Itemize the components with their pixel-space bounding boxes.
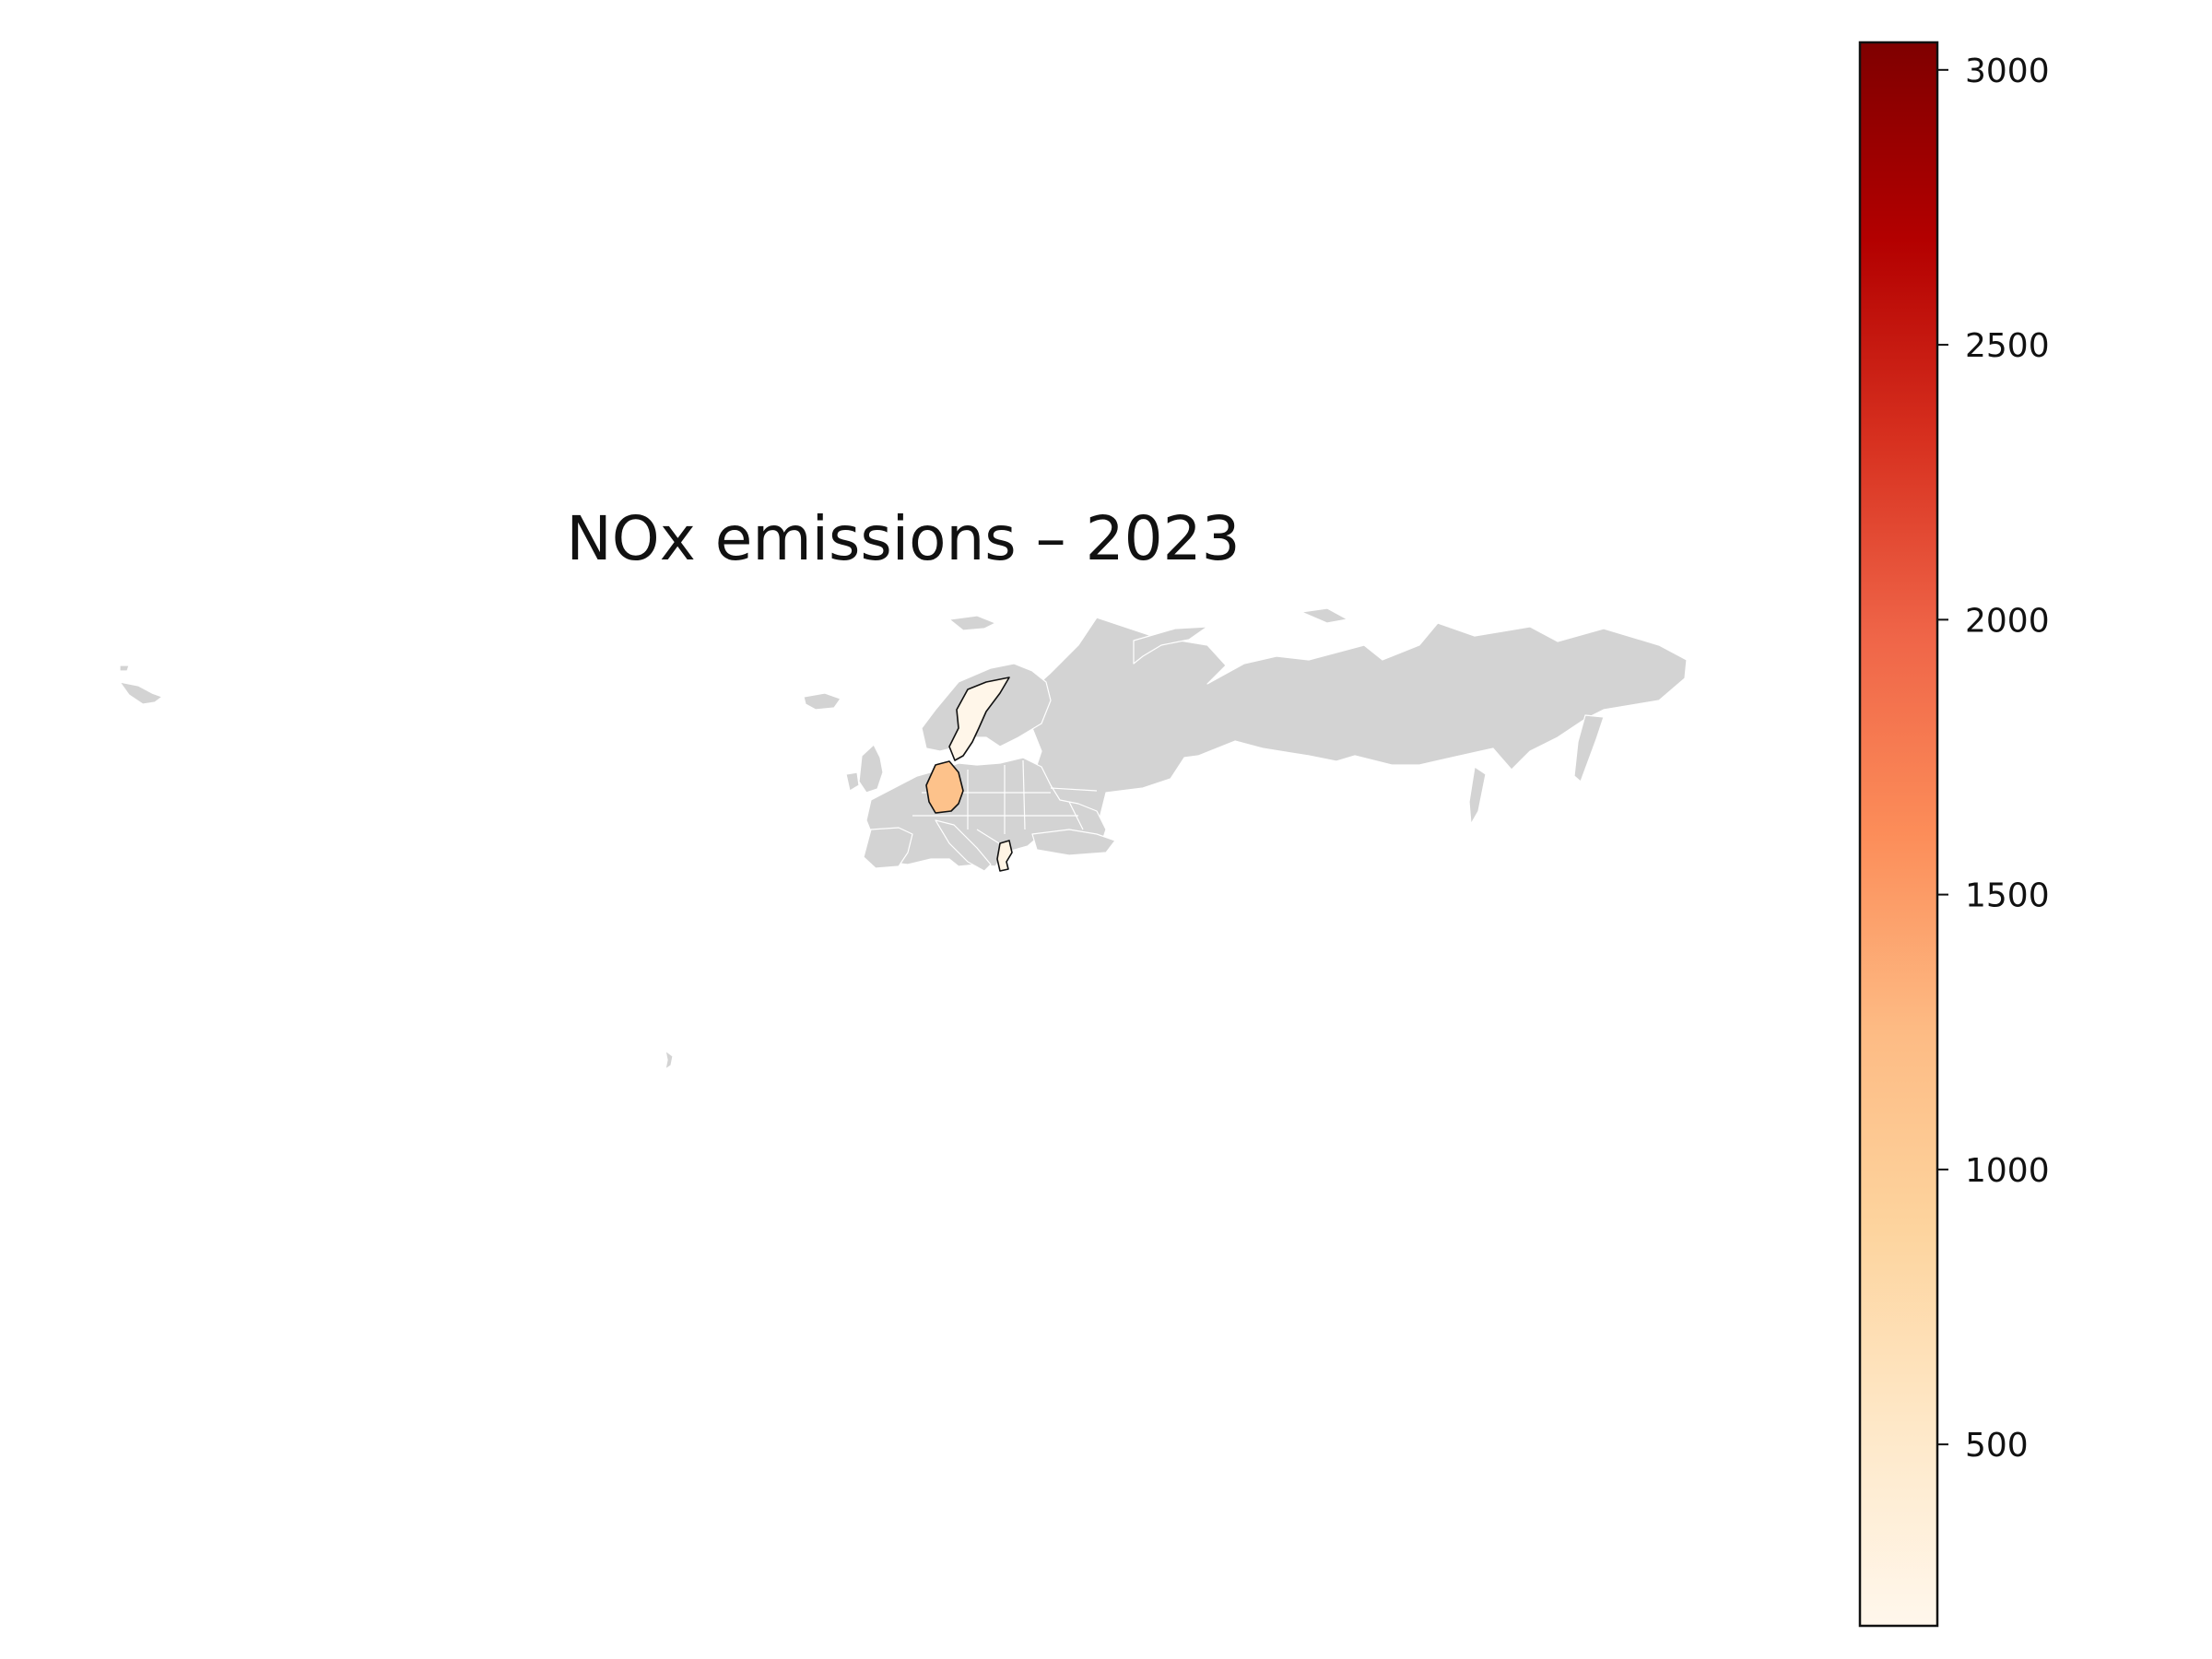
colorbar: 500 1000 1500 2000 2500 3000 <box>1858 41 2050 1628</box>
data-countries <box>925 677 1013 872</box>
colorbar-tick-label: 1500 <box>1965 877 2050 915</box>
colorbar-tick-label: 1000 <box>1965 1152 2050 1190</box>
map-land <box>119 607 1688 1070</box>
map-title: NOx emissions – 2023 <box>566 503 1240 574</box>
colorbar-fill <box>1860 42 1937 1626</box>
country-greece <box>996 840 1013 872</box>
colorbar-ticks: 500 1000 1500 2000 2500 3000 <box>1937 53 2050 1465</box>
country-germany <box>925 760 964 814</box>
colorbar-tick-label: 2500 <box>1965 327 2050 365</box>
colorbar-frame <box>1858 41 1939 1628</box>
island-sakhalin <box>1468 766 1487 825</box>
border-lines <box>912 759 1098 853</box>
colorbar-tick-label: 500 <box>1965 1427 2029 1465</box>
colorbar-tick-label: 3000 <box>1965 53 2050 90</box>
country-uk-ireland <box>845 744 884 794</box>
colorbar-tick-label: 2000 <box>1965 602 2050 640</box>
island-kamchatka <box>1573 714 1605 782</box>
island-svalbard <box>948 615 996 631</box>
island-iceland <box>803 692 841 711</box>
country-sweden <box>948 677 1010 761</box>
island-novaya-zemlya <box>1133 626 1208 665</box>
country-turkey <box>1031 829 1116 856</box>
island-atlantic <box>665 1050 674 1070</box>
country-iberia <box>863 827 913 869</box>
island-franz-josef <box>1300 607 1348 624</box>
country-italy <box>935 819 992 872</box>
island-far-west-small <box>119 665 130 672</box>
island-far-west <box>119 681 163 705</box>
